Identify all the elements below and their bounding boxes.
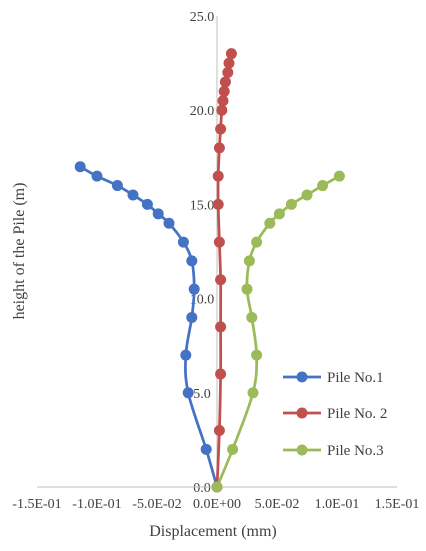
data-point xyxy=(246,311,258,323)
x-tick-label: -5.0E-02 xyxy=(132,497,181,512)
y-tick-label: 20.0 xyxy=(190,104,215,119)
data-point xyxy=(222,67,234,79)
data-point xyxy=(213,424,225,436)
data-point xyxy=(215,274,227,286)
data-point xyxy=(215,321,227,333)
legend-marker xyxy=(296,444,308,456)
data-point xyxy=(186,255,198,267)
data-point xyxy=(91,170,103,182)
data-point xyxy=(264,217,276,229)
data-point xyxy=(141,198,153,210)
data-point xyxy=(333,170,345,182)
data-point xyxy=(177,236,189,248)
legend: Pile No.1 Pile No. 2 Pile No.3 xyxy=(283,370,387,459)
y-tick-label: 5.0 xyxy=(193,387,211,402)
data-point xyxy=(251,236,263,248)
data-point xyxy=(74,161,86,173)
legend-label: Pile No.1 xyxy=(327,370,384,386)
data-point xyxy=(251,349,263,361)
data-point xyxy=(182,387,194,399)
legend-item: Pile No.1 xyxy=(283,370,384,386)
y-tick-label: 25.0 xyxy=(190,10,215,25)
data-point xyxy=(188,283,200,295)
y-axis-title: height of the Pile (m) xyxy=(11,183,28,320)
y-tick-labels: 0.0 5.0 10.0 15.0 20.0 25.0 xyxy=(190,10,215,496)
data-point xyxy=(200,443,212,455)
data-point xyxy=(227,443,239,455)
x-tick-label: 1.0E-01 xyxy=(315,497,360,512)
y-tick-label: 0.0 xyxy=(193,481,211,496)
data-point xyxy=(241,283,253,295)
x-tick-label: -1.0E-01 xyxy=(72,497,121,512)
data-point xyxy=(223,57,235,69)
data-point xyxy=(213,236,225,248)
data-point xyxy=(218,85,230,97)
data-point xyxy=(163,217,175,229)
data-point xyxy=(186,311,198,323)
data-point xyxy=(211,481,223,493)
data-point xyxy=(243,255,255,267)
y-tick-label: 15.0 xyxy=(190,198,215,213)
data-point xyxy=(273,208,285,220)
data-point xyxy=(247,387,259,399)
data-point xyxy=(215,368,227,380)
data-point xyxy=(317,180,329,192)
data-point xyxy=(225,48,237,60)
data-point xyxy=(212,198,224,210)
data-point xyxy=(180,349,192,361)
x-tick-label: 5.0E-02 xyxy=(255,497,300,512)
data-point xyxy=(216,104,228,116)
data-point xyxy=(212,170,224,182)
data-point xyxy=(285,198,297,210)
series-3 xyxy=(211,170,345,493)
legend-label: Pile No. 2 xyxy=(327,406,387,422)
data-point xyxy=(213,142,225,154)
data-point xyxy=(215,123,227,135)
x-tick-label: -1.5E-01 xyxy=(12,497,61,512)
data-point xyxy=(217,95,229,107)
data-point xyxy=(127,189,139,201)
x-tick-label: 1.5E-01 xyxy=(375,497,420,512)
series-layer xyxy=(74,48,345,493)
data-point xyxy=(301,189,313,201)
x-tick-labels: -1.5E-01 -1.0E-01 -5.0E-02 0.0E+00 5.0E-02 1.… xyxy=(12,497,419,512)
data-point xyxy=(152,208,164,220)
data-point xyxy=(111,180,123,192)
x-tick-label: 0.0E+00 xyxy=(193,497,241,512)
legend-item: Pile No. 2 xyxy=(283,406,387,422)
legend-marker xyxy=(296,407,308,419)
legend-marker xyxy=(296,371,308,383)
x-axis-title: Displacement (mm) xyxy=(149,523,277,540)
legend-item: Pile No.3 xyxy=(283,443,384,459)
legend-label: Pile No.3 xyxy=(327,443,384,459)
data-point xyxy=(219,76,231,88)
series-2 xyxy=(211,48,237,493)
y-tick-label: 10.0 xyxy=(190,293,215,308)
